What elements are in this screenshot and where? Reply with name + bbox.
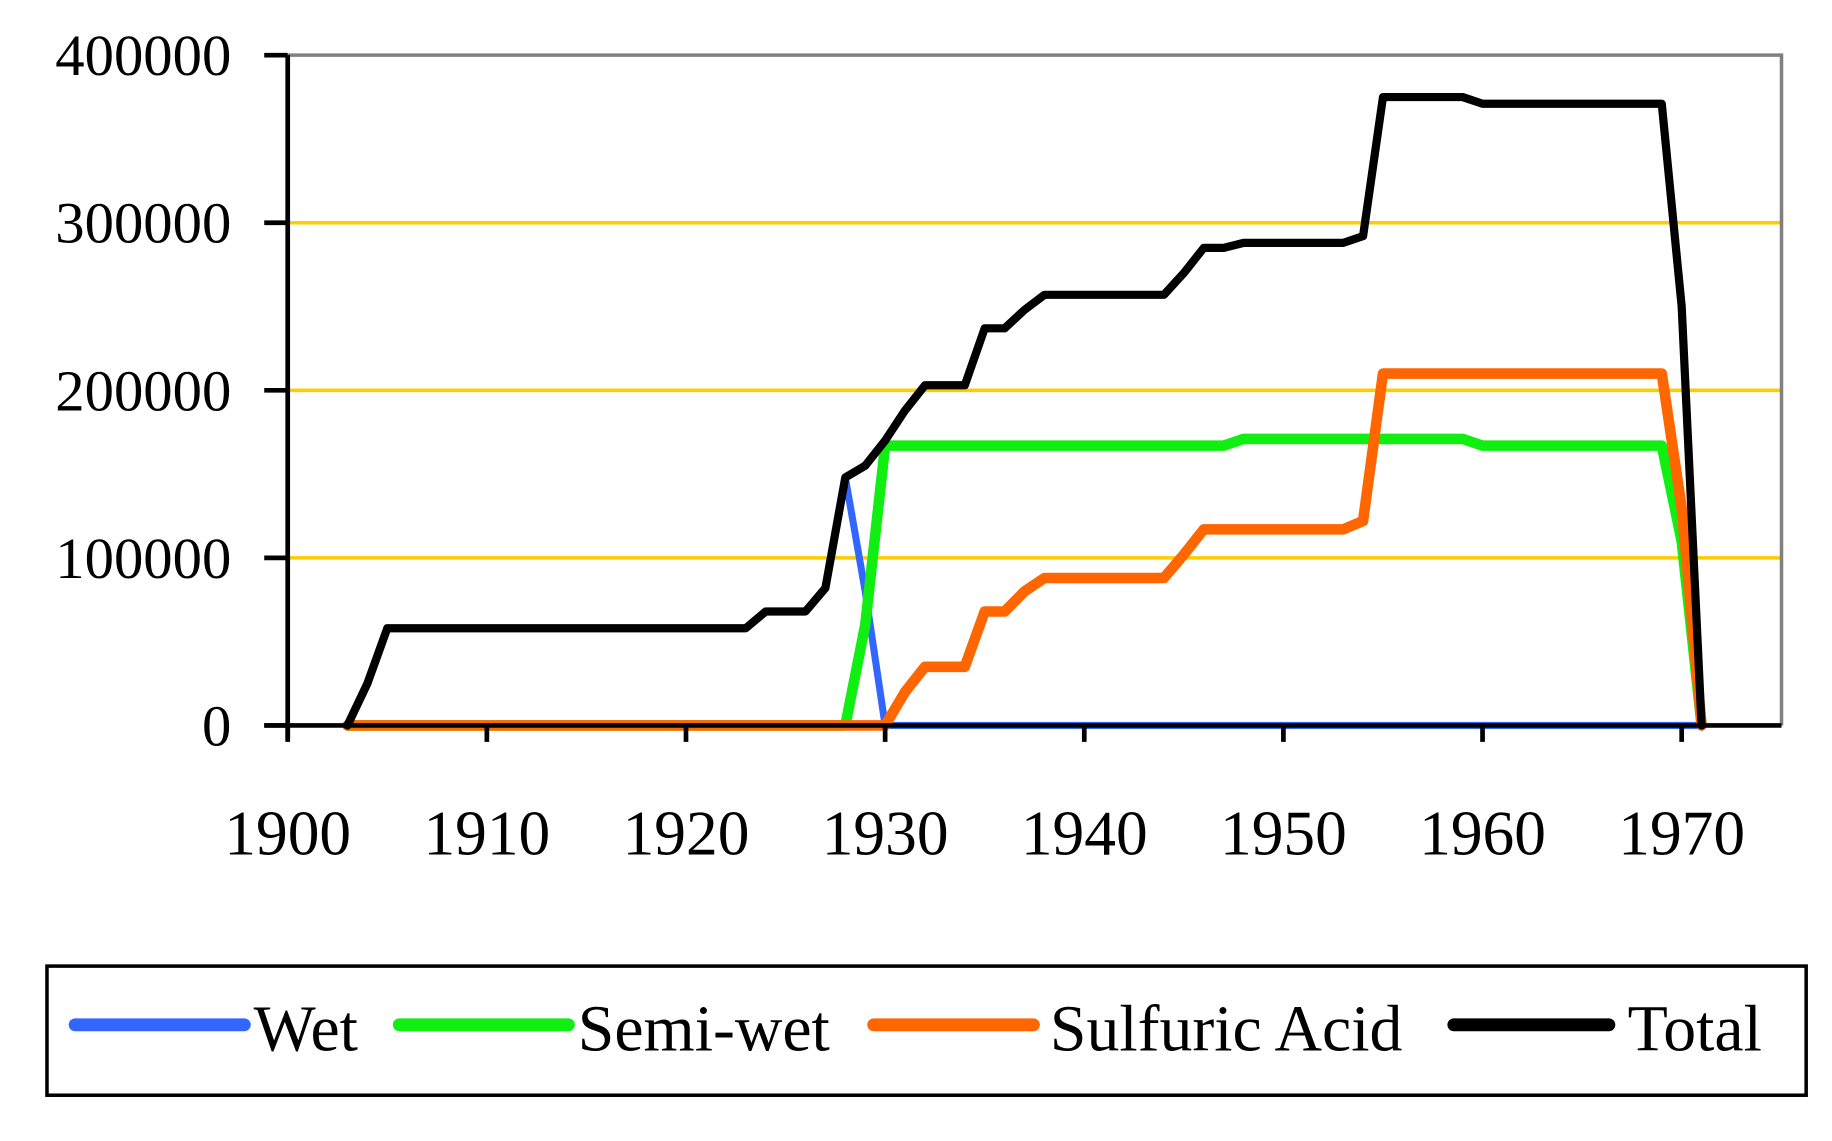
y-tick-label: 100000 bbox=[55, 526, 231, 591]
plot-frame bbox=[287, 53, 1784, 726]
legend-label: Sulfuric Acid bbox=[1050, 993, 1403, 1066]
series-line-total bbox=[343, 92, 1706, 730]
series-lines bbox=[342, 92, 1707, 731]
x-tick-label: 1930 bbox=[822, 799, 949, 869]
series-line-semi-wet bbox=[342, 433, 1707, 731]
legend-label: Wet bbox=[254, 993, 358, 1066]
plot-border bbox=[287, 53, 1784, 726]
legend-label: Total bbox=[1628, 993, 1762, 1066]
x-tick-label: 1900 bbox=[224, 799, 351, 869]
y-tick-label: 200000 bbox=[55, 358, 231, 423]
x-tick-label: 1970 bbox=[1618, 799, 1745, 869]
x-tick-label: 1920 bbox=[623, 799, 750, 869]
legend-label: Semi-wet bbox=[578, 993, 830, 1066]
y-tick-label: 300000 bbox=[55, 191, 231, 256]
axes: 0 100000 200000 300000 400000 1900 1910 1920 193… bbox=[55, 23, 1782, 869]
x-tick-label: 1960 bbox=[1419, 799, 1546, 869]
y-tick-label: 0 bbox=[202, 693, 231, 758]
series-line-wet bbox=[343, 473, 1706, 729]
x-tick-label: 1940 bbox=[1021, 799, 1148, 869]
gridlines bbox=[287, 220, 1782, 560]
x-tick-label: 1910 bbox=[423, 799, 550, 869]
series-line-sulfuric-acid bbox=[342, 368, 1707, 731]
x-tick-label: 1950 bbox=[1220, 799, 1347, 869]
y-tick-label: 400000 bbox=[55, 23, 231, 88]
legend: Wet Semi-wet Sulfuric Acid Total bbox=[45, 964, 1808, 1097]
